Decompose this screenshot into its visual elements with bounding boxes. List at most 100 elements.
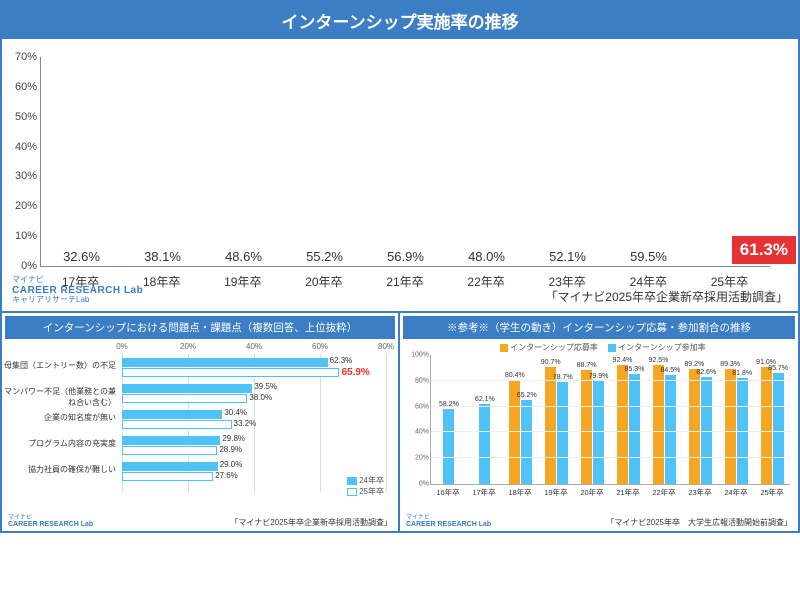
bl-legend-2: 25年卒 [359,487,384,496]
bar-series2 [122,368,339,377]
x-label: 19年卒 [538,487,574,498]
logo-sub: キャリアリサーチLab [12,296,143,305]
logo-small: マイナビ [12,276,143,285]
bar-value-label: 52.1% [549,249,586,264]
bl-legend-1: 24年卒 [359,476,384,485]
value-label: 39.5% [254,382,277,391]
bar-participate: 62.1% [479,404,490,484]
value-label: 89.2% [684,361,704,368]
x-tick: 80% [378,342,394,351]
bar-value-label: 55.2% [306,249,343,264]
bar-participate: 85.7% [773,373,784,484]
value-label: 92.5% [648,357,668,364]
y-tick: 20% [415,455,429,462]
bar-apply: 91.0% [761,367,772,484]
y-tick: 40% [415,429,429,436]
value-label: 85.7% [768,365,788,372]
value-label: 62.3% [330,356,353,365]
value-label: 38.0% [249,393,272,402]
y-tick: 40% [15,141,37,153]
bar-apply: 88.7% [581,370,592,484]
value-label: 92.4% [613,357,633,364]
bl-plot-area: 0%20%40%60%80% 母集団（エントリー数）の不足62.3%65.9%マ… [122,342,386,492]
bl-legend: 24年卒 25年卒 [347,475,384,497]
x-label: 21年卒 [364,273,445,290]
bottom-row: インターンシップにおける問題点・課題点（複数回答、上位抜粋） 0%20%40%6… [2,313,798,531]
y-tick: 0% [419,481,429,488]
category-label: 協力社員の確保が難しい [4,464,116,475]
bar-series2 [122,420,232,429]
value-label: 84.5% [660,367,680,374]
bar-series2 [122,472,213,481]
x-label: 24年卒 [718,487,754,498]
value-label: 33.2% [234,419,257,428]
top-source: 「マイナビ2025年卒企業新卒採用活動調査」 [546,288,788,305]
bar-series1 [122,436,220,445]
x-label: 20年卒 [574,487,610,498]
br-legend: インターンシップ応募率 インターンシップ参加率 [400,342,798,353]
bar-apply: 92.5% [653,365,664,484]
bar-apply: 90.7% [545,367,556,484]
bottom-left-chart: インターンシップにおける問題点・課題点（複数回答、上位抜粋） 0%20%40%6… [2,313,400,531]
value-label: 90.7% [541,359,561,366]
y-tick: 30% [15,170,37,182]
y-tick: 80% [415,377,429,384]
bar-series1 [122,384,252,393]
logo: マイナビ CAREER RESEARCH Lab キャリアリサーチLab [12,276,143,305]
x-label: 16年卒 [430,487,466,498]
bar-apply: 89.3% [725,369,736,484]
y-tick: 100% [411,352,429,359]
value-label: 62.1% [475,396,495,403]
category-label: プログラム内容の充実度 [4,438,116,449]
x-label: 21年卒 [610,487,646,498]
bar-participate: 85.3% [629,374,640,484]
bar-series2 [122,394,247,403]
top-chart: インターンシップ実施率の推移 0%10%20%30%40%50%60%70%32… [2,2,798,313]
bar-participate: 84.5% [665,375,676,484]
x-label: 17年卒 [466,487,502,498]
y-tick: 60% [15,81,37,93]
top-chart-title: インターンシップ実施率の推移 [2,2,798,39]
bar-series1 [122,410,222,419]
y-tick: 10% [15,230,37,242]
value-label: 27.6% [215,471,238,480]
category-label: 企業の知名度が無い [4,412,116,423]
bl-source: 「マイナビ2025年卒企業新卒採用活動調査」 [230,517,392,528]
bar-participate: 58.2% [443,409,454,484]
x-label: 25年卒 [754,487,790,498]
bar-participate: 78.7% [557,382,568,484]
bar-value-label: 48.6% [225,249,262,264]
category-label: 母集団（エントリー数）の不足 [4,360,116,371]
dashboard: インターンシップ実施率の推移 0%10%20%30%40%50%60%70%32… [0,0,800,533]
value-label: 85.3% [625,366,645,373]
value-label: 82.6% [696,369,716,376]
value-label: 58.2% [439,401,459,408]
x-label: 18年卒 [502,487,538,498]
value-label: 29.8% [222,434,245,443]
y-tick: 70% [15,51,37,63]
bl-title: インターンシップにおける問題点・課題点（複数回答、上位抜粋） [5,316,395,339]
y-tick: 50% [15,111,37,123]
y-tick: 20% [15,200,37,212]
value-label: 30.4% [224,408,247,417]
br-legend-2: インターンシップ参加率 [618,343,706,352]
x-label: 23年卒 [682,487,718,498]
value-label: 81.8% [732,370,752,377]
x-tick: 60% [312,342,328,351]
bar-series1 [122,358,328,367]
bottom-right-chart: ※参考※（学生の動き）インターンシップ応募・参加割合の推移 インターンシップ応募… [400,313,798,531]
value-label: 80.4% [505,372,525,379]
bar-participate: 65.2% [521,400,532,484]
x-tick: 20% [180,342,196,351]
y-tick: 60% [415,403,429,410]
top-plot-area: 0%10%20%30%40%50%60%70%32.6%38.1%48.6%55… [40,57,770,307]
br-legend-1: インターンシップ応募率 [510,343,598,352]
bar-apply: 92.4% [617,365,628,484]
x-label: 22年卒 [646,487,682,498]
bar-series1 [122,462,218,471]
category-label: マンパワー不足（他業務との兼ね合い含む） [4,386,116,408]
x-tick: 0% [116,342,128,351]
value-label: 28.9% [219,445,242,454]
bar-apply: 89.2% [689,369,700,484]
logo: マイナビ CAREER RESEARCH Lab [8,515,93,528]
